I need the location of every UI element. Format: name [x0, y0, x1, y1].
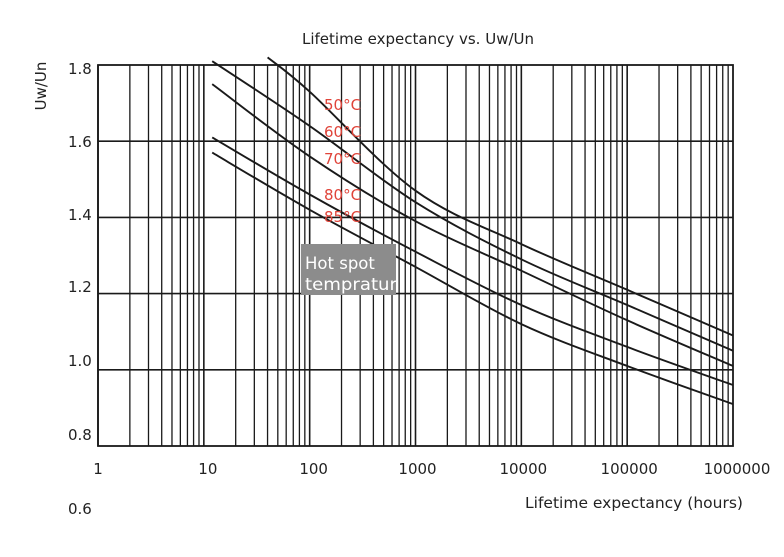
- x-tick-label: 1: [93, 460, 103, 478]
- chart-svg: Hot spot tempratur 50°C60°C70°C80°C85°C …: [0, 0, 784, 557]
- x-tick-label: 100: [299, 460, 328, 478]
- grid: [98, 65, 733, 446]
- y-tick-label: 1.0: [68, 352, 92, 370]
- y-tick-label: 1.8: [68, 60, 92, 78]
- chart-title: Lifetime expectancy vs. Uw/Un: [302, 30, 534, 48]
- curve-60c: [212, 61, 733, 351]
- y-tick-label: 1.6: [68, 133, 92, 151]
- curves: [212, 57, 733, 404]
- annotation-line-2: tempratur: [305, 275, 397, 294]
- y-tick-label: 0.8: [68, 426, 92, 444]
- series-label-85c: 85°C: [324, 208, 361, 226]
- annotation-line-1: Hot spot: [305, 254, 375, 273]
- x-tick-label: 10: [198, 460, 217, 478]
- series-label-60c: 60°C: [324, 123, 361, 141]
- curve-70c: [212, 84, 733, 366]
- x-tick-label: 1000000: [704, 460, 771, 478]
- chart: Hot spot tempratur 50°C 60°C 70°C 80°C 85°C …: [0, 0, 784, 557]
- x-axis-title: Lifetime expectancy (hours): [525, 494, 743, 512]
- y-tick-label: 1.2: [68, 278, 92, 296]
- y-axis-title: Uw/Un: [32, 62, 50, 111]
- x-tick-label: 100000: [601, 460, 658, 478]
- x-tick-label: 10000: [499, 460, 547, 478]
- y-extra-label: 0.6: [68, 500, 92, 518]
- y-tick-label: 1.4: [68, 206, 92, 224]
- curve-85c: [212, 153, 733, 405]
- series-label-70c: 70°C: [324, 150, 361, 168]
- x-tick-label: 1000: [398, 460, 436, 478]
- series-label-80c: 80°C: [324, 186, 361, 204]
- curve-80c: [212, 137, 733, 385]
- series-label-50c: 50°C: [324, 96, 361, 114]
